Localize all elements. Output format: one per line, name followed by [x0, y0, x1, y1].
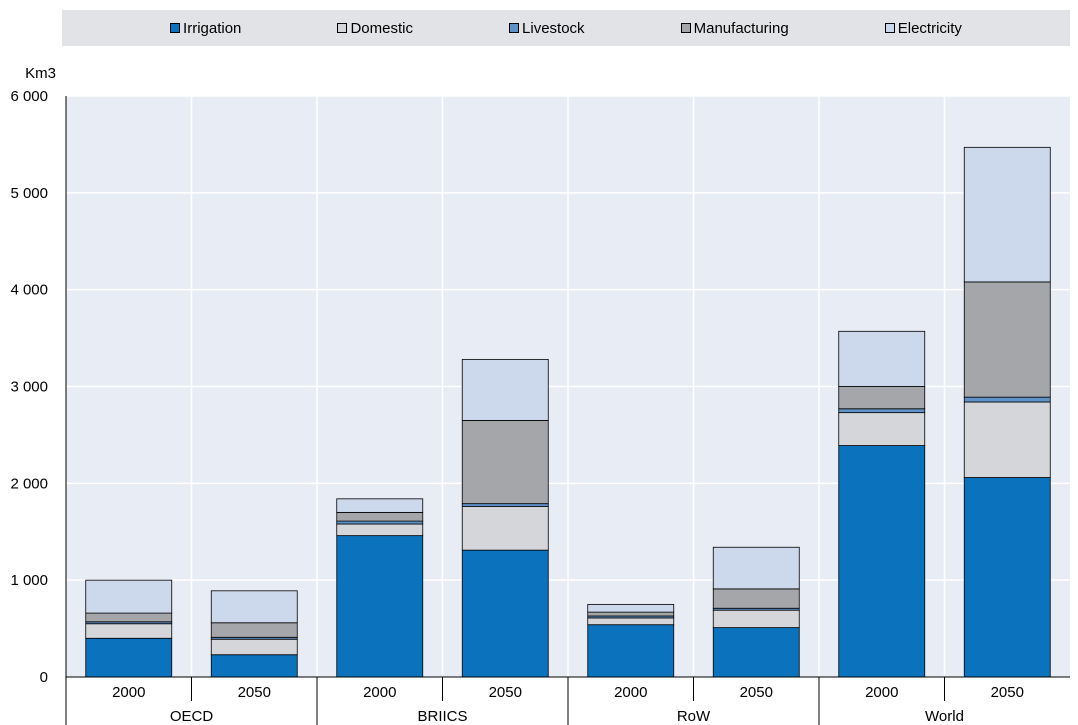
bar-segment-livestock	[461, 503, 549, 507]
y-axis-unit-label: Km3	[25, 65, 56, 82]
legend-item: Livestock	[509, 20, 585, 37]
x-tick-label: 2000	[614, 684, 647, 701]
bar-segment-domestic	[712, 609, 800, 629]
legend-swatch	[884, 23, 895, 33]
bar-segment-irrigation	[85, 637, 173, 678]
legend-item: Domestic	[337, 20, 413, 37]
bar-segment-irrigation	[712, 627, 800, 678]
bar-segment-domestic	[85, 623, 173, 639]
bar-segment-manufacturing	[587, 611, 675, 617]
bar-segment-electricity	[963, 146, 1051, 283]
group-label: World	[925, 708, 964, 725]
bar-segment-manufacturing	[85, 612, 173, 623]
legend-label: Livestock	[522, 19, 585, 37]
y-tick-label: 1 000	[10, 572, 48, 589]
bar-segment-domestic	[838, 412, 926, 446]
x-tick-label: 2050	[489, 684, 522, 701]
bar-segment-irrigation	[587, 624, 675, 678]
bar-segment-irrigation	[210, 654, 298, 678]
x-tick-label: 2000	[363, 684, 396, 701]
y-tick-label: 2 000	[10, 475, 48, 492]
bar-segment-manufacturing	[712, 588, 800, 609]
legend-item: Electricity	[884, 19, 962, 37]
y-tick-label: 5 000	[10, 185, 48, 202]
bar-segment-manufacturing	[336, 511, 424, 522]
x-tick-label: 2000	[865, 684, 898, 701]
group-label: OECD	[170, 708, 214, 725]
group-label: RoW	[677, 708, 711, 725]
bar-segment-electricity	[712, 546, 800, 590]
bar-segment-domestic	[210, 638, 298, 656]
bar-segment-domestic	[587, 617, 675, 626]
y-tick-label: 3 000	[10, 379, 48, 396]
bar-segment-electricity	[336, 498, 424, 513]
bar-segment-irrigation	[838, 445, 926, 678]
legend-item: Manufacturing	[680, 19, 789, 37]
bar-segment-manufacturing	[838, 386, 926, 410]
y-tick-label: 6 000	[10, 88, 48, 105]
bar-segment-irrigation	[336, 535, 424, 678]
legend-label: Domestic	[350, 19, 413, 37]
bar-segment-domestic	[461, 506, 549, 551]
bar-segment-manufacturing	[461, 419, 549, 505]
bar-segment-livestock	[963, 396, 1051, 403]
bar-segment-domestic	[336, 523, 424, 537]
bar-segment-electricity	[461, 358, 549, 421]
x-tick-label: 2050	[740, 684, 773, 701]
legend-label: Irrigation	[183, 19, 242, 37]
legend-swatch	[509, 23, 520, 33]
bar-segment-irrigation	[461, 549, 549, 678]
legend-label: Manufacturing	[693, 19, 789, 37]
chart-legend: Irrigation Domestic Livestock Manufacturing…	[62, 10, 1070, 46]
bar-segment-livestock	[336, 520, 424, 525]
x-tick-label: 2050	[238, 684, 271, 701]
y-tick-label: 0	[40, 669, 48, 686]
bar-segment-electricity	[85, 579, 173, 614]
bar-segment-electricity	[587, 603, 675, 613]
bar-segment-manufacturing	[210, 622, 298, 638]
legend-item: Irrigation	[170, 20, 241, 37]
legend-swatch	[680, 23, 691, 33]
legend-swatch	[337, 23, 348, 33]
y-tick-label: 4 000	[10, 282, 48, 299]
legend-label: Electricity	[897, 19, 962, 37]
bar-segment-electricity	[838, 330, 926, 387]
bar-segment-irrigation	[963, 477, 1051, 678]
bar-segment-domestic	[963, 401, 1051, 478]
x-tick-label: 2050	[991, 684, 1024, 701]
bar-segment-electricity	[210, 590, 298, 624]
bar-segment-manufacturing	[963, 281, 1051, 398]
group-label: BRIICS	[417, 708, 467, 725]
bar-segment-livestock	[838, 408, 926, 414]
x-tick-label: 2000	[112, 684, 145, 701]
legend-swatch	[170, 23, 181, 33]
